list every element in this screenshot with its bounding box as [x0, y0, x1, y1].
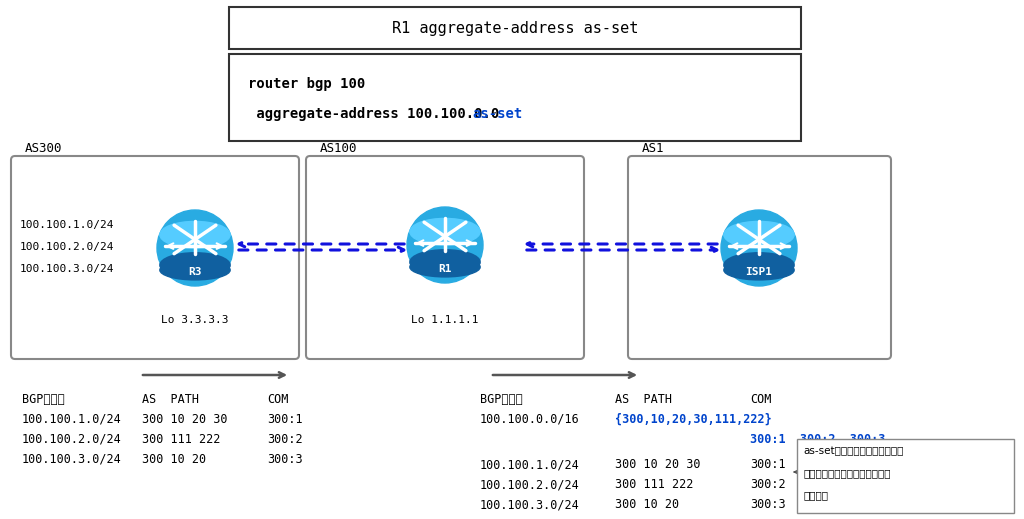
Ellipse shape [410, 250, 480, 275]
Text: 前ルートのアトリビュートが継: 前ルートのアトリビュートが継 [803, 468, 891, 478]
Ellipse shape [160, 260, 230, 280]
Ellipse shape [724, 222, 795, 248]
Text: 300 10 20: 300 10 20 [615, 498, 679, 511]
Text: 100.100.2.0/24: 100.100.2.0/24 [20, 242, 115, 252]
Text: 承される: 承される [803, 490, 828, 500]
Text: {300,10,20,30,111,222}: {300,10,20,30,111,222} [615, 413, 772, 426]
Ellipse shape [724, 260, 795, 280]
Text: 100.100.3.0/24: 100.100.3.0/24 [480, 498, 580, 511]
FancyBboxPatch shape [11, 156, 299, 359]
Text: 100.100.1.0/24: 100.100.1.0/24 [22, 413, 122, 426]
FancyBboxPatch shape [306, 156, 584, 359]
Text: BGPルート: BGPルート [22, 393, 65, 406]
Text: 300:3: 300:3 [267, 453, 303, 466]
FancyBboxPatch shape [797, 439, 1014, 513]
Text: 300:2: 300:2 [267, 433, 303, 446]
Text: 300 10 20 30: 300 10 20 30 [142, 413, 227, 426]
Text: 300 10 20: 300 10 20 [142, 453, 206, 466]
Text: Lo 3.3.3.3: Lo 3.3.3.3 [161, 315, 228, 325]
Text: aggregate-address 100.100.0.0: aggregate-address 100.100.0.0 [248, 107, 508, 121]
Text: AS1: AS1 [642, 142, 665, 155]
FancyBboxPatch shape [229, 7, 801, 49]
Text: Lo 1.1.1.1: Lo 1.1.1.1 [412, 315, 479, 325]
Ellipse shape [724, 253, 795, 278]
Text: 100.100.2.0/24: 100.100.2.0/24 [480, 478, 580, 491]
Text: R1: R1 [438, 264, 452, 274]
Text: as-setオプションによって集約: as-setオプションによって集約 [803, 446, 903, 456]
Text: 100.100.1.0/24: 100.100.1.0/24 [480, 458, 580, 471]
Text: 300 10 20 30: 300 10 20 30 [615, 458, 700, 471]
Text: R1 aggregate-address as-set: R1 aggregate-address as-set [392, 20, 638, 35]
Ellipse shape [160, 222, 230, 248]
Text: 300:1: 300:1 [267, 413, 303, 426]
Text: AS  PATH: AS PATH [615, 393, 672, 406]
Text: R3: R3 [188, 267, 202, 277]
Text: AS  PATH: AS PATH [142, 393, 199, 406]
Text: 300 111 222: 300 111 222 [142, 433, 220, 446]
Text: ISP1: ISP1 [745, 267, 772, 277]
Text: 100.100.2.0/24: 100.100.2.0/24 [22, 433, 122, 446]
Ellipse shape [410, 257, 480, 277]
Text: AS100: AS100 [319, 142, 357, 155]
Ellipse shape [160, 253, 230, 278]
Text: COM: COM [267, 393, 289, 406]
Text: 300:3: 300:3 [750, 498, 785, 511]
Text: 100.100.1.0/24: 100.100.1.0/24 [20, 220, 115, 230]
Text: 100.100.0.0/16: 100.100.0.0/16 [480, 413, 580, 426]
Circle shape [721, 210, 797, 286]
Text: 100.100.3.0/24: 100.100.3.0/24 [22, 453, 122, 466]
FancyBboxPatch shape [229, 54, 801, 141]
FancyBboxPatch shape [628, 156, 891, 359]
Circle shape [407, 207, 483, 283]
Text: as-set: as-set [473, 107, 523, 121]
Text: router bgp 100: router bgp 100 [248, 77, 366, 91]
Text: 300 111 222: 300 111 222 [615, 478, 693, 491]
Text: 300:1: 300:1 [750, 458, 785, 471]
Text: AS300: AS300 [25, 142, 62, 155]
Text: 300:1  300:2  300:3: 300:1 300:2 300:3 [750, 433, 886, 446]
Text: COM: COM [750, 393, 771, 406]
Circle shape [157, 210, 233, 286]
Text: BGPルート: BGPルート [480, 393, 522, 406]
Text: 100.100.3.0/24: 100.100.3.0/24 [20, 264, 115, 274]
Ellipse shape [410, 218, 480, 245]
Text: 300:2: 300:2 [750, 478, 785, 491]
